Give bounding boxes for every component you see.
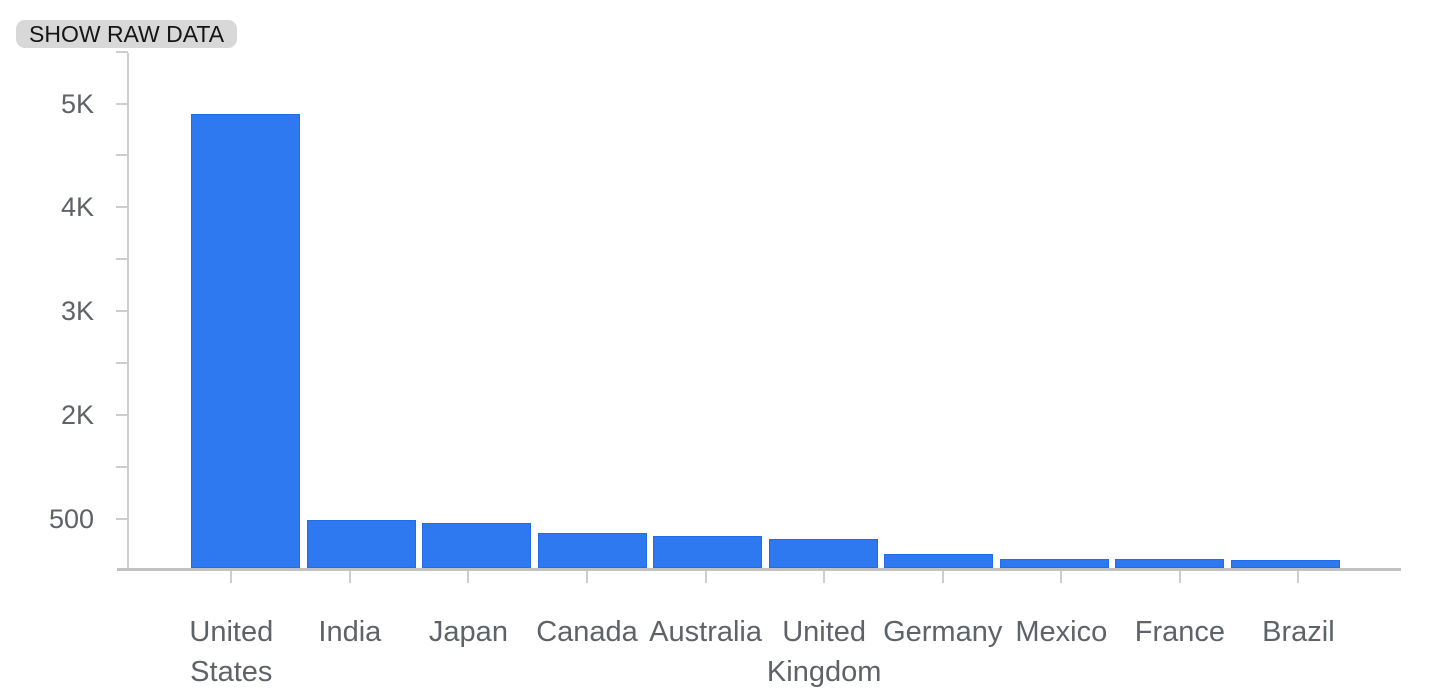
y-axis-tick xyxy=(116,414,128,416)
x-axis-tick xyxy=(586,570,588,583)
x-axis-tick xyxy=(823,570,826,583)
y-axis-minor-tick xyxy=(116,362,128,365)
y-axis-tick xyxy=(116,310,128,312)
show-raw-data-button[interactable]: SHOW RAW DATA xyxy=(16,20,238,48)
x-axis-tick-label: Brazil xyxy=(1262,616,1335,648)
x-axis-tick-label: Canada xyxy=(536,616,638,648)
bar-brazil[interactable] xyxy=(1230,559,1340,568)
y-axis-tick xyxy=(116,206,128,208)
x-axis-tick-label: Japan xyxy=(428,616,508,648)
x-axis-tick-label: France xyxy=(1134,616,1225,648)
y-axis-minor-tick xyxy=(116,154,128,157)
x-axis-tick xyxy=(941,570,944,583)
x-axis-line xyxy=(117,568,1401,571)
bar-japan[interactable] xyxy=(422,522,531,568)
x-axis-tick xyxy=(704,570,707,583)
x-axis-tick-label: India xyxy=(318,616,382,648)
bar-united-kingdom[interactable] xyxy=(768,539,878,568)
bar-australia[interactable] xyxy=(653,535,762,568)
y-axis-tick-label: 4K xyxy=(60,192,94,222)
y-axis-minor-tick xyxy=(116,466,128,469)
x-axis-tick-label: United States xyxy=(189,616,274,688)
y-axis-tick xyxy=(116,518,128,520)
bar-france[interactable] xyxy=(1115,558,1224,568)
x-axis-tick xyxy=(1178,570,1181,583)
x-axis-tick xyxy=(467,570,470,583)
x-axis-tick xyxy=(1060,570,1063,583)
y-axis-tick-label: 2K xyxy=(60,400,94,430)
y-axis-tick-label: 5K xyxy=(60,89,94,119)
x-axis-tick-label: Mexico xyxy=(1015,616,1108,648)
bar-canada[interactable] xyxy=(537,532,647,568)
y-axis-minor-tick xyxy=(116,258,128,261)
bar-germany[interactable] xyxy=(884,554,993,568)
x-axis-tick xyxy=(1297,570,1300,583)
bar-mexico[interactable] xyxy=(999,558,1109,568)
y-axis-line xyxy=(127,53,129,568)
y-axis-tick-label: 500 xyxy=(48,504,94,534)
x-axis-tick-label: United Kingdom xyxy=(766,616,882,688)
x-axis-tick xyxy=(348,570,351,583)
y-axis-tick-label: 3K xyxy=(60,296,94,326)
bar-united-states[interactable] xyxy=(191,114,300,568)
y-axis-tick xyxy=(116,103,128,105)
x-axis-tick-label: Germany xyxy=(883,616,1003,648)
bar-india[interactable] xyxy=(306,519,416,568)
x-axis-tick-label: Australia xyxy=(649,616,762,648)
y-axis-minor-tick xyxy=(116,51,128,54)
x-axis-tick xyxy=(230,570,233,583)
